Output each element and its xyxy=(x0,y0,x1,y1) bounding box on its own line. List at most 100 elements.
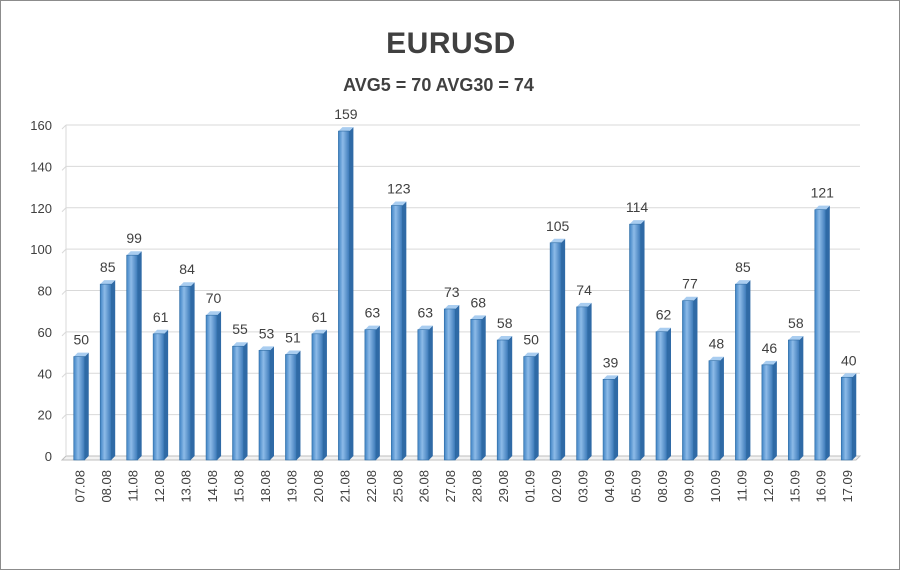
bar xyxy=(708,360,721,461)
x-tick-label: 04.09 xyxy=(602,470,617,503)
bar xyxy=(179,285,191,461)
x-tick-label: 05.09 xyxy=(628,470,643,503)
x-tick-label: 26.08 xyxy=(417,470,432,503)
bar-side xyxy=(667,327,671,460)
x-tick-label: 03.09 xyxy=(576,470,591,503)
data-label: 73 xyxy=(444,284,460,300)
bar xyxy=(338,130,350,461)
x-tick-label: 21.08 xyxy=(337,470,352,503)
x-tick-label: 08.08 xyxy=(99,470,114,503)
bar-side xyxy=(799,336,804,460)
bar-side xyxy=(84,352,89,460)
bar-top xyxy=(761,360,777,365)
bar-side xyxy=(428,325,433,460)
bar xyxy=(523,356,535,461)
bar-top xyxy=(391,201,407,206)
data-label: 51 xyxy=(285,329,301,345)
y-tick-label: 120 xyxy=(30,201,52,216)
bar-side xyxy=(296,350,301,460)
bar-top xyxy=(656,327,671,332)
data-label: 55 xyxy=(232,321,248,337)
bar-top xyxy=(550,238,566,243)
bar-top xyxy=(259,346,274,351)
bar xyxy=(682,300,694,461)
data-label: 70 xyxy=(206,290,222,306)
data-label: 159 xyxy=(334,106,358,122)
x-tick-label: 02.09 xyxy=(549,470,564,503)
data-label: 123 xyxy=(387,181,411,197)
bar xyxy=(576,306,588,461)
y-tick-label: 0 xyxy=(45,449,52,464)
x-tick-label: 13.08 xyxy=(179,470,194,503)
data-label: 63 xyxy=(418,305,434,321)
x-tick-label: 18.08 xyxy=(258,470,273,503)
x-tick-label: 10.09 xyxy=(708,470,723,503)
bar xyxy=(285,354,297,461)
data-label: 84 xyxy=(179,261,195,277)
bar xyxy=(788,339,800,461)
bar-side xyxy=(746,280,751,460)
x-tick-label: 20.08 xyxy=(311,470,326,503)
x-tick-label: 15.08 xyxy=(231,470,246,503)
x-tick-label: 29.08 xyxy=(496,470,511,503)
bar-side xyxy=(402,201,407,460)
y-tick-label: 20 xyxy=(38,408,52,423)
bar xyxy=(391,205,403,461)
bar-top xyxy=(126,251,142,256)
gridline-depth xyxy=(61,290,67,295)
bar xyxy=(735,283,747,461)
x-tick-label: 12.09 xyxy=(761,470,776,503)
x-tick-label: 19.08 xyxy=(284,470,299,503)
x-tick-label: 09.09 xyxy=(681,470,696,503)
data-label: 50 xyxy=(73,332,89,348)
bar xyxy=(470,319,483,461)
bar-top xyxy=(735,280,751,285)
gridline-depth xyxy=(61,414,67,419)
bar xyxy=(629,223,641,461)
bar xyxy=(814,209,827,461)
data-label: 58 xyxy=(788,315,804,331)
gridlines xyxy=(61,124,860,419)
bar-top xyxy=(417,325,433,330)
bar-side xyxy=(137,251,142,460)
bar-side xyxy=(455,304,460,460)
y-tick-label: 40 xyxy=(38,366,52,381)
bar-top xyxy=(470,315,486,320)
bar xyxy=(443,308,456,461)
bar-top xyxy=(153,329,169,334)
x-tick-label: 17.09 xyxy=(840,470,855,503)
x-tick-labels: 07.08 08.08 11.08 12.08 13.08 14.08 15.08 18.08… xyxy=(73,470,856,503)
bar-top xyxy=(338,127,354,132)
bar-top xyxy=(206,311,222,316)
bar-top xyxy=(523,352,539,357)
bar-top xyxy=(444,304,460,309)
bar-top xyxy=(814,205,830,210)
bar-top xyxy=(232,342,248,347)
bar xyxy=(232,345,244,461)
bar xyxy=(205,314,218,461)
x-tick-label: 12.08 xyxy=(152,470,167,503)
bar-top xyxy=(497,336,513,341)
bar xyxy=(126,254,138,461)
bar-side xyxy=(825,205,830,460)
data-label: 53 xyxy=(259,325,275,341)
bar-side xyxy=(772,360,777,460)
bar-side xyxy=(270,346,274,460)
data-label: 48 xyxy=(709,336,725,352)
x-tick-label: 16.09 xyxy=(814,470,829,503)
data-label: 77 xyxy=(682,276,698,292)
gridline-depth xyxy=(61,207,67,213)
bar-side xyxy=(164,329,169,460)
bar xyxy=(73,356,86,461)
data-label: 61 xyxy=(312,309,328,325)
gridline-depth xyxy=(61,331,67,337)
y-tick-label: 160 xyxy=(30,118,52,133)
bar xyxy=(761,364,774,461)
bar-top xyxy=(311,329,327,334)
bar xyxy=(549,242,562,461)
gridline-depth xyxy=(61,372,67,378)
bar-side xyxy=(111,280,116,460)
gridline-depth xyxy=(61,124,67,130)
gridline-depth xyxy=(61,166,67,171)
bar-side xyxy=(587,302,592,460)
